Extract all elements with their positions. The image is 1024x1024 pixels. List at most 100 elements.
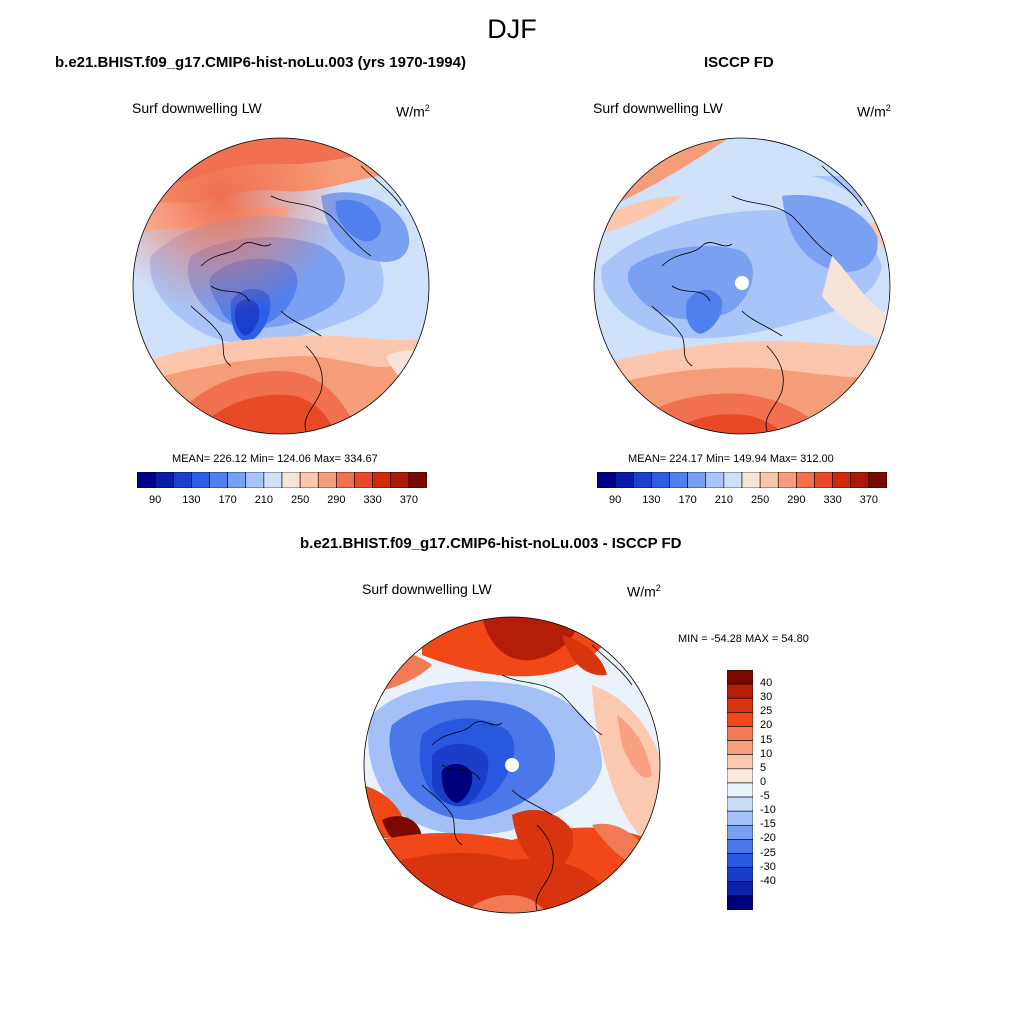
model-stats: MEAN= 226.12 Min= 124.06 Max= 334.67 (172, 453, 378, 465)
obs-colorbar-tick-label: 210 (714, 494, 734, 506)
diff-units-label: W/m2 (627, 583, 661, 600)
obs-colorbar-tick-label: 170 (678, 494, 697, 506)
diff-colorbar-tick-label: -40 (760, 874, 776, 887)
diff-colorbar-tick-label: -15 (760, 818, 776, 831)
obs-variable-label: Surf downwelling LW (593, 100, 723, 116)
diff-colorbar-swatch (727, 839, 753, 854)
obs-panel-title: ISCCP FD (704, 54, 774, 71)
model-colorbar-swatch (245, 472, 265, 488)
obs-colorbar-swatch (597, 472, 616, 488)
diff-colorbar-tick-label: -10 (760, 804, 776, 817)
diff-colorbar-swatch (727, 670, 753, 685)
diff-colorbar-swatch (727, 726, 753, 741)
page-title: DJF (487, 14, 537, 44)
model-colorbar-swatch (227, 472, 247, 488)
diff-colorbar-tick-label: 30 (760, 691, 773, 704)
diff-colorbar-tick-label: -25 (760, 846, 776, 859)
obs-polar-map (593, 137, 891, 435)
model-colorbar-tick-label: 210 (254, 494, 274, 506)
diff-colorbar-tick-label: 15 (760, 733, 773, 746)
obs-stats: MEAN= 224.17 Min= 149.94 Max= 312.00 (628, 453, 834, 465)
model-colorbar-tick-label: 90 (149, 494, 162, 506)
model-colorbar-ticks: 90 130 170 210 250 290 330 370 (137, 494, 427, 508)
model-colorbar-swatch (390, 472, 410, 488)
obs-colorbar-swatch (651, 472, 670, 488)
model-colorbar-swatch (172, 472, 192, 488)
obs-colorbar-tick-label: 130 (642, 494, 661, 506)
obs-colorbar-tick-label: 330 (823, 494, 842, 506)
obs-colorbar-tick-label: 370 (859, 494, 879, 506)
diff-colorbar-tick-label: 25 (760, 705, 773, 718)
obs-colorbar-swatch (614, 472, 634, 488)
obs-colorbar-swatch (705, 472, 725, 488)
obs-colorbar-swatch (741, 472, 761, 488)
diff-variable-label: Surf downwelling LW (362, 581, 492, 597)
diff-colorbar-swatch (727, 881, 753, 897)
diff-colorbar-swatch (727, 697, 753, 713)
diff-colorbar-swatch (727, 740, 753, 756)
model-colorbar-swatch (137, 472, 156, 488)
obs-colorbar-swatch (777, 472, 797, 488)
obs-colorbar-swatch (796, 472, 815, 488)
diff-colorbar-tick-label: 5 (760, 761, 767, 774)
diff-panel-title: b.e21.BHIST.f09_g17.CMIP6-hist-noLu.003 … (300, 535, 682, 552)
diff-colorbar-swatch (727, 796, 753, 812)
obs-colorbar-swatch (723, 472, 743, 488)
model-colorbar-swatch (299, 472, 319, 488)
diff-colorbar-swatch (727, 895, 753, 910)
model-colorbar-swatch (263, 472, 283, 488)
obs-colorbar-tick-label: 250 (750, 494, 770, 506)
diff-colorbar-swatch (727, 768, 753, 784)
diff-colorbar-swatch (727, 754, 753, 770)
diff-colorbar (727, 670, 753, 910)
obs-colorbar-swatch (759, 472, 779, 488)
model-colorbar-tick-label: 170 (218, 494, 237, 506)
diff-stats: MIN = -54.28 MAX = 54.80 (678, 633, 809, 645)
obs-colorbar-swatch (669, 472, 688, 488)
model-colorbar-swatch (154, 472, 174, 488)
model-colorbar-swatch (372, 472, 392, 488)
diff-colorbar-swatch (727, 824, 753, 840)
diff-colorbar-tick-label: 10 (760, 747, 773, 760)
model-colorbar-swatch (336, 472, 355, 488)
diff-colorbar-tick-label: -5 (760, 790, 770, 803)
model-colorbar-tick-label: 250 (290, 494, 310, 506)
diff-polar-map (363, 616, 661, 914)
model-colorbar-swatch (281, 472, 301, 488)
diff-colorbar-tick-label: 40 (760, 677, 773, 690)
diff-colorbar-swatch (727, 853, 753, 868)
model-colorbar-swatch (408, 472, 427, 488)
obs-colorbar-ticks: 90 130 170 210 250 290 330 370 (597, 494, 887, 508)
obs-colorbar-tick-label: 90 (609, 494, 622, 506)
obs-units-label: W/m2 (857, 103, 891, 120)
diff-colorbar-swatch (727, 810, 753, 826)
diff-colorbar-swatch (727, 867, 753, 883)
obs-colorbar-swatch (832, 472, 852, 488)
model-polar-map (132, 137, 430, 435)
model-colorbar-tick-label: 130 (182, 494, 201, 506)
model-colorbar-swatch (354, 472, 373, 488)
model-colorbar-swatch (209, 472, 228, 488)
obs-colorbar-swatch (850, 472, 870, 488)
diff-colorbar-tick-label: 0 (760, 775, 767, 788)
diff-colorbar-swatch (727, 782, 753, 798)
obs-colorbar-swatch (632, 472, 652, 488)
diff-colorbar-tick-label: -20 (760, 832, 776, 845)
model-colorbar (137, 472, 427, 488)
obs-colorbar (597, 472, 887, 488)
model-colorbar-tick-label: 370 (399, 494, 419, 506)
model-colorbar-tick-label: 330 (363, 494, 382, 506)
obs-colorbar-swatch (868, 472, 887, 488)
model-panel-title: b.e21.BHIST.f09_g17.CMIP6-hist-noLu.003 … (55, 54, 466, 71)
diff-colorbar-swatch (727, 712, 753, 727)
model-variable-label: Surf downwelling LW (132, 100, 262, 116)
model-units-label: W/m2 (396, 103, 430, 120)
obs-colorbar-swatch (687, 472, 707, 488)
diff-colorbar-tick-label: -30 (760, 860, 776, 873)
diff-colorbar-ticks: 40 30 25 20 15 10 5 0 -5 -10 -15 -20 -25 -30 -40 (758, 670, 798, 910)
diff-colorbar-tick-label: 20 (760, 719, 773, 732)
model-colorbar-swatch (191, 472, 210, 488)
model-colorbar-tick-label: 290 (327, 494, 346, 506)
model-colorbar-swatch (317, 472, 337, 488)
diff-colorbar-swatch (727, 683, 753, 699)
